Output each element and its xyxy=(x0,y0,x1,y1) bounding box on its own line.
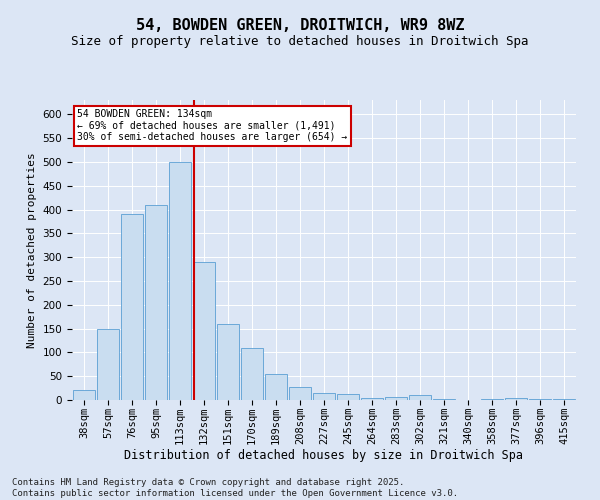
Bar xyxy=(505,398,527,400)
Bar xyxy=(529,399,551,400)
Bar xyxy=(313,393,335,400)
Bar xyxy=(361,398,383,400)
Bar xyxy=(169,162,191,400)
Bar xyxy=(193,262,215,400)
X-axis label: Distribution of detached houses by size in Droitwich Spa: Distribution of detached houses by size … xyxy=(125,450,523,462)
Text: 54 BOWDEN GREEN: 134sqm
← 69% of detached houses are smaller (1,491)
30% of semi: 54 BOWDEN GREEN: 134sqm ← 69% of detache… xyxy=(77,109,347,142)
Bar xyxy=(121,214,143,400)
Bar xyxy=(241,348,263,400)
Bar xyxy=(433,398,455,400)
Text: Contains HM Land Registry data © Crown copyright and database right 2025.
Contai: Contains HM Land Registry data © Crown c… xyxy=(12,478,458,498)
Text: Size of property relative to detached houses in Droitwich Spa: Size of property relative to detached ho… xyxy=(71,35,529,48)
Bar xyxy=(265,374,287,400)
Bar xyxy=(145,205,167,400)
Bar xyxy=(385,396,407,400)
Bar xyxy=(409,395,431,400)
Bar xyxy=(481,398,503,400)
Bar xyxy=(97,328,119,400)
Bar xyxy=(337,394,359,400)
Bar xyxy=(217,324,239,400)
Bar xyxy=(553,398,575,400)
Y-axis label: Number of detached properties: Number of detached properties xyxy=(27,152,37,348)
Bar xyxy=(289,386,311,400)
Bar xyxy=(73,390,95,400)
Text: 54, BOWDEN GREEN, DROITWICH, WR9 8WZ: 54, BOWDEN GREEN, DROITWICH, WR9 8WZ xyxy=(136,18,464,32)
